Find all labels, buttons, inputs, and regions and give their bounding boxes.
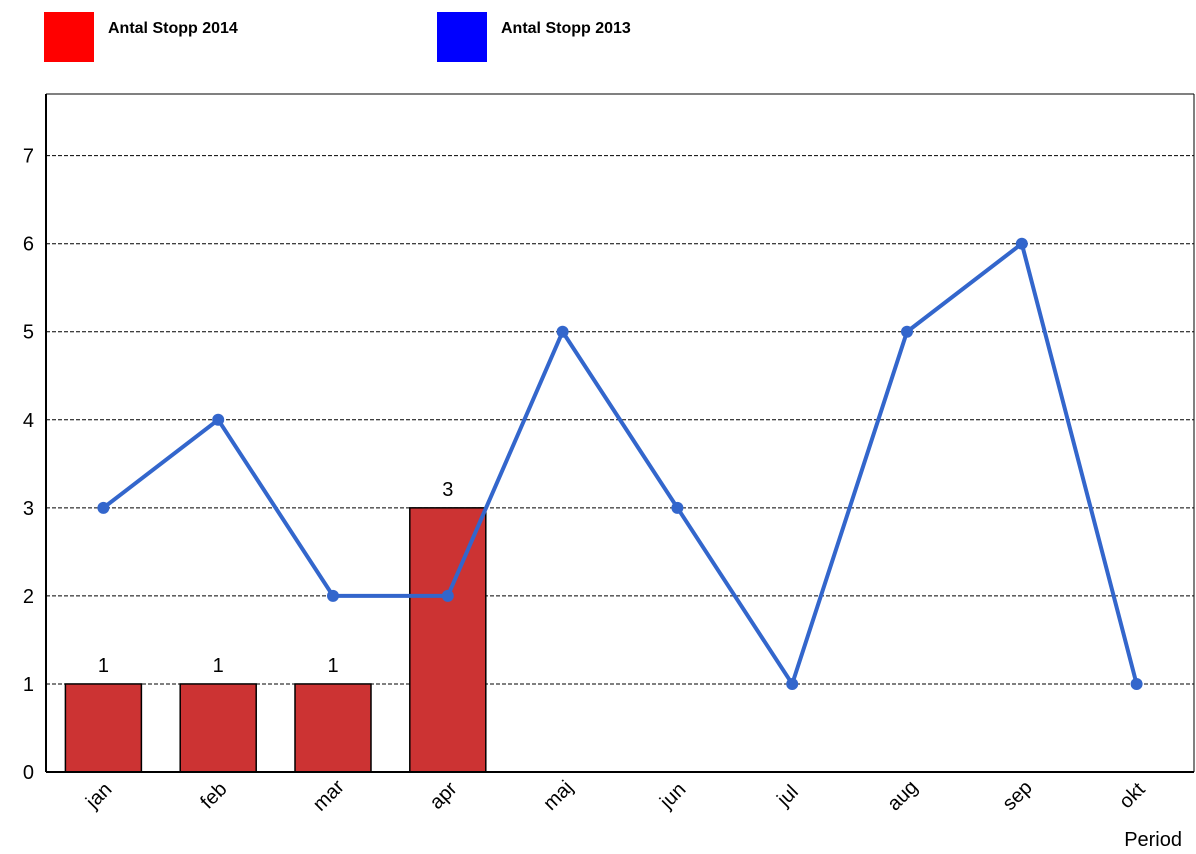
data-label: 1 [327, 655, 338, 677]
line-point [901, 325, 913, 338]
line-point [212, 413, 225, 426]
y-tick-label: 3 [23, 498, 34, 520]
x-tick-label: okt [1115, 778, 1150, 813]
x-tick-label: jun [655, 779, 690, 814]
line-point [786, 677, 799, 690]
legend-label-2014: Antal Stopp 2014 [108, 20, 238, 37]
bar [409, 507, 487, 773]
bar [179, 683, 257, 773]
x-tick-label: apr [426, 778, 462, 814]
bar [294, 683, 372, 773]
line-point [1015, 237, 1028, 250]
legend-swatch-2013 [437, 12, 487, 62]
y-tick-label: 6 [23, 234, 34, 256]
legend-swatch-2014 [44, 12, 94, 62]
line-point [1130, 677, 1143, 690]
line-point [441, 589, 454, 602]
line-point [97, 501, 110, 514]
bar [64, 683, 143, 773]
y-tick-label: 1 [23, 674, 34, 696]
legend: Antal Stopp 2014 Antal Stopp 2013 [44, 12, 744, 62]
x-tick-label: aug [883, 776, 922, 815]
line-point [556, 325, 569, 338]
data-label: 1 [213, 655, 224, 677]
x-tick-label: sep [998, 777, 1036, 815]
data-label: 3 [442, 479, 453, 501]
series-line [102, 240, 1139, 689]
line-point [327, 589, 339, 602]
y-tick-label: 7 [23, 146, 34, 168]
legend-label-2013: Antal Stopp 2013 [501, 20, 631, 37]
line-point [671, 501, 684, 514]
x-tick-label: feb [196, 778, 231, 813]
y-tick-label: 2 [23, 586, 34, 608]
y-tick-label: 4 [23, 410, 34, 432]
x-tick-label: mar [309, 776, 349, 816]
y-tick-label: 5 [23, 322, 34, 344]
x-tick-label: jan [81, 779, 116, 814]
y-tick-label: 0 [23, 762, 34, 784]
x-tick-label: jul [772, 781, 802, 811]
x-tick-label: maj [539, 777, 577, 815]
data-label: 1 [98, 655, 109, 677]
x-axis-title: Period [1124, 829, 1182, 851]
